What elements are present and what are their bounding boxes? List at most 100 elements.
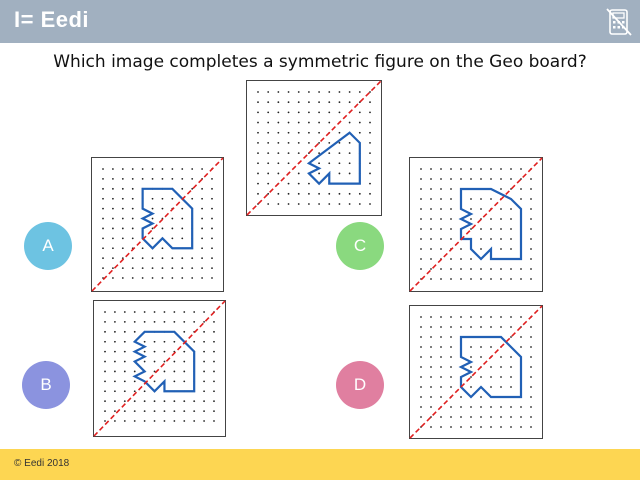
board-peg bbox=[131, 207, 134, 210]
board-peg bbox=[121, 207, 124, 210]
board-peg bbox=[450, 208, 452, 210]
board-peg bbox=[287, 111, 290, 114]
board-peg bbox=[420, 326, 422, 328]
board-peg bbox=[104, 360, 106, 363]
board-peg bbox=[131, 187, 134, 190]
board-peg bbox=[151, 257, 154, 260]
board-peg bbox=[308, 101, 310, 104]
option-a-button[interactable]: A bbox=[24, 222, 72, 270]
board-peg bbox=[114, 311, 116, 313]
board-peg bbox=[211, 178, 213, 180]
board-peg bbox=[201, 168, 203, 170]
board-peg bbox=[500, 168, 502, 170]
board-peg bbox=[151, 217, 154, 220]
board-option-b bbox=[93, 300, 226, 437]
board-peg bbox=[121, 267, 124, 269]
board-peg bbox=[133, 321, 136, 323]
board-peg bbox=[490, 416, 492, 418]
board-peg bbox=[490, 218, 492, 220]
board-peg bbox=[102, 207, 104, 210]
board-peg bbox=[369, 182, 371, 185]
board-peg bbox=[530, 416, 532, 418]
board-peg bbox=[470, 426, 472, 428]
board-peg bbox=[267, 91, 270, 93]
option-b-button[interactable]: B bbox=[22, 361, 70, 409]
board-peg bbox=[318, 101, 320, 104]
board-peg bbox=[123, 390, 126, 393]
board-peg bbox=[267, 111, 270, 114]
board-peg bbox=[183, 350, 186, 353]
board-peg bbox=[153, 340, 156, 343]
board-peg bbox=[440, 278, 442, 280]
board-peg bbox=[112, 187, 114, 190]
board-peg bbox=[440, 416, 442, 418]
board-peg bbox=[163, 321, 166, 323]
board-peg bbox=[123, 400, 126, 403]
board-peg bbox=[133, 311, 136, 313]
board-peg bbox=[450, 356, 452, 358]
board-peg bbox=[203, 390, 205, 393]
board-peg bbox=[420, 248, 422, 250]
board-peg bbox=[490, 268, 492, 270]
option-d-button[interactable]: D bbox=[336, 361, 384, 409]
board-peg bbox=[530, 258, 532, 260]
board-peg bbox=[151, 227, 154, 230]
board-peg bbox=[440, 238, 442, 240]
mirror-line bbox=[93, 300, 226, 437]
board-peg bbox=[153, 420, 156, 422]
board-peg bbox=[203, 410, 205, 412]
board-peg bbox=[500, 316, 502, 318]
board-peg bbox=[163, 350, 166, 353]
board-peg bbox=[500, 366, 502, 368]
board-peg bbox=[131, 267, 134, 269]
board-peg bbox=[318, 121, 320, 124]
board-peg bbox=[123, 370, 126, 373]
board-peg bbox=[201, 267, 203, 269]
board-peg bbox=[203, 360, 205, 363]
board-peg bbox=[510, 336, 512, 338]
board-peg bbox=[480, 396, 482, 398]
board-peg bbox=[123, 420, 126, 422]
option-c-button[interactable]: C bbox=[336, 222, 384, 270]
board-peg bbox=[440, 168, 442, 170]
board-peg bbox=[530, 386, 532, 388]
board-peg bbox=[287, 162, 290, 165]
board-peg bbox=[131, 257, 134, 260]
board-peg bbox=[123, 330, 126, 333]
board-peg bbox=[450, 238, 452, 240]
board-peg bbox=[213, 350, 215, 353]
board-peg bbox=[153, 380, 156, 383]
board-peg bbox=[369, 131, 371, 134]
board-peg bbox=[530, 426, 532, 428]
board-peg bbox=[297, 172, 300, 175]
board-peg bbox=[440, 228, 442, 230]
board-peg bbox=[151, 168, 154, 170]
board-peg bbox=[530, 346, 532, 348]
board-peg bbox=[193, 400, 196, 403]
board-peg bbox=[440, 178, 442, 180]
board-peg bbox=[490, 376, 492, 378]
board-peg bbox=[112, 277, 114, 279]
board-peg bbox=[450, 346, 452, 348]
board-peg bbox=[430, 346, 432, 348]
board-peg bbox=[181, 277, 184, 279]
board-peg bbox=[203, 330, 205, 333]
board-peg bbox=[203, 340, 205, 343]
board-peg bbox=[153, 400, 156, 403]
board-peg bbox=[297, 203, 300, 205]
board-peg bbox=[520, 406, 522, 408]
board-peg bbox=[430, 396, 432, 398]
board-peg bbox=[297, 152, 300, 154]
board-peg bbox=[500, 268, 502, 270]
board-peg bbox=[211, 277, 213, 279]
board-peg bbox=[440, 336, 442, 338]
board-peg bbox=[112, 207, 114, 210]
board-peg bbox=[112, 257, 114, 260]
board-peg bbox=[530, 208, 532, 210]
board-peg bbox=[328, 142, 331, 144]
board-peg bbox=[213, 410, 215, 412]
board-peg bbox=[104, 380, 106, 383]
shape-outline bbox=[140, 187, 194, 250]
board-peg bbox=[510, 248, 512, 250]
mirror-line bbox=[91, 157, 224, 292]
